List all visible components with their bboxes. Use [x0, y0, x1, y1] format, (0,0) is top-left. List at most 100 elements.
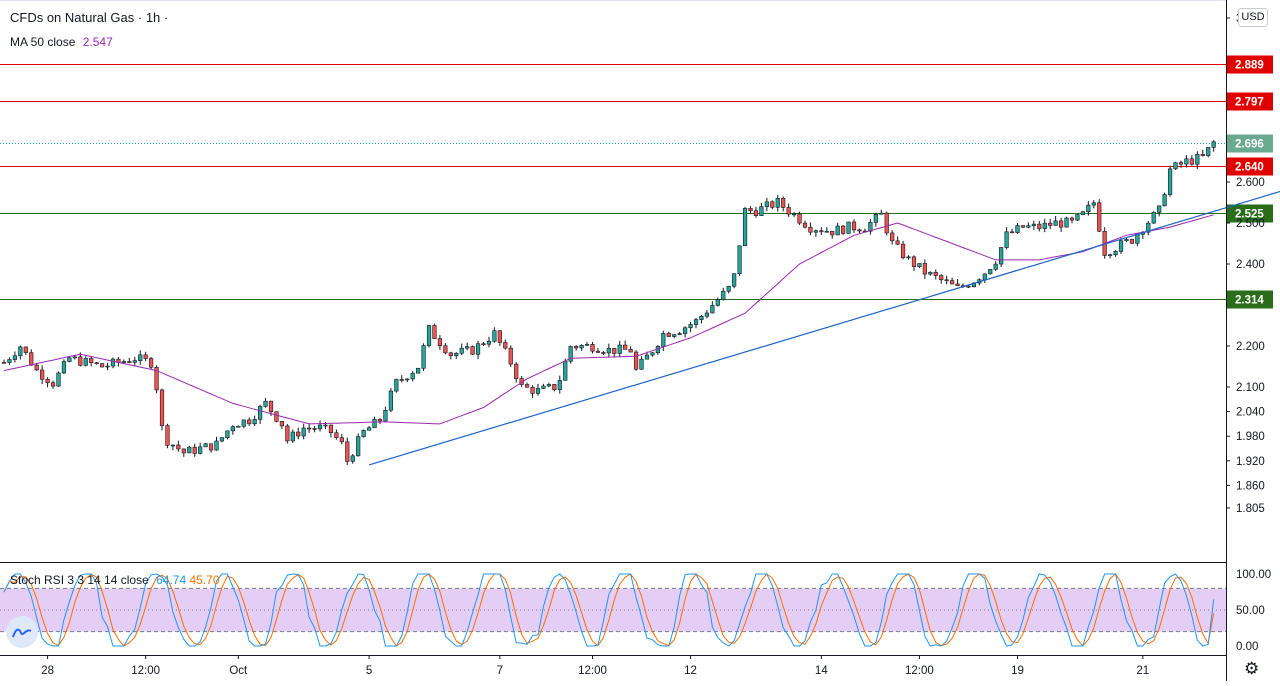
- candle-up: [1211, 141, 1216, 148]
- ma-legend: MA 50 close 2.547: [10, 35, 113, 49]
- candle-up: [454, 352, 459, 357]
- candle-up: [203, 443, 208, 448]
- stoch-tick-label: 50.00: [1236, 605, 1265, 617]
- gear-icon[interactable]: ⚙: [1244, 659, 1260, 678]
- candle-down: [808, 226, 813, 233]
- candle-up: [421, 345, 426, 369]
- candle-up: [105, 365, 110, 368]
- candle-down: [448, 352, 453, 357]
- candle-down: [900, 243, 906, 259]
- candle-up: [759, 206, 764, 216]
- candle-down: [1069, 217, 1075, 221]
- candle-down: [884, 212, 889, 234]
- candle-down: [574, 346, 579, 349]
- candle-down: [159, 389, 165, 426]
- candle-down: [819, 230, 824, 233]
- candle-up: [290, 431, 295, 442]
- candle-up: [764, 201, 769, 207]
- candle-up: [672, 334, 677, 337]
- candle-down: [939, 275, 944, 281]
- candle-up: [1157, 205, 1162, 213]
- candle-down: [524, 384, 530, 388]
- current-price-label: 2.696: [1235, 139, 1264, 151]
- candle-up: [617, 344, 622, 354]
- candle-up: [732, 273, 737, 287]
- stoch-k-value: 64.74: [156, 573, 187, 587]
- candle-up: [715, 299, 720, 306]
- candle-down: [437, 338, 443, 347]
- time-tick-label: 7: [497, 665, 503, 677]
- candle-up: [361, 429, 366, 437]
- candle-up: [198, 446, 203, 454]
- candle-up: [1206, 147, 1211, 156]
- stoch-d-value: 45.70: [189, 573, 220, 587]
- candle-up: [999, 247, 1004, 265]
- price-tick-label: 2.100: [1236, 382, 1265, 394]
- candle-up: [846, 221, 851, 234]
- candle-down: [1020, 225, 1026, 228]
- level-tag-2.640: [1227, 157, 1273, 176]
- candle-up: [535, 388, 541, 394]
- candle-up: [7, 359, 12, 363]
- candle-up: [257, 406, 263, 420]
- candle-up: [236, 425, 241, 428]
- candle-up: [644, 354, 650, 360]
- time-tick-label: 12:00: [131, 665, 160, 677]
- candle-down: [781, 198, 786, 208]
- candle-down: [922, 263, 927, 275]
- candle-up: [1091, 202, 1096, 206]
- candle-down: [40, 369, 45, 380]
- candle-up: [492, 330, 497, 342]
- candle-up: [383, 409, 388, 422]
- candle-down: [143, 354, 148, 359]
- currency-button[interactable]: USD: [1238, 8, 1268, 27]
- stoch-label: Stoch RSI 3 3 14 14 close: [10, 573, 149, 587]
- candle-down: [1178, 162, 1184, 165]
- candle-down: [955, 283, 960, 286]
- price-tick-label: 2.400: [1236, 259, 1265, 271]
- candle-up: [1075, 214, 1080, 221]
- stoch-tick-label: 100.00: [1236, 569, 1271, 581]
- level-tag-label: 2.314: [1235, 295, 1264, 307]
- candle-up: [230, 426, 235, 432]
- candle-up: [459, 347, 464, 354]
- candle-up: [710, 305, 715, 314]
- stoch-d-line: [3, 573, 1215, 647]
- candle-up: [372, 418, 377, 429]
- candle-down: [50, 382, 56, 387]
- candle-down: [208, 443, 214, 451]
- candle-up: [1195, 154, 1200, 165]
- candle-down: [29, 352, 34, 366]
- candle-down: [1048, 222, 1053, 226]
- price-tick-label: 1.860: [1236, 480, 1265, 492]
- candle-up: [426, 325, 432, 346]
- current-price-tag: [1227, 134, 1273, 153]
- price-tick-label: 2.600: [1236, 177, 1265, 189]
- candle-down: [514, 363, 519, 379]
- time-tick-label: Oct: [229, 665, 248, 677]
- tradingview-logo-icon[interactable]: [6, 616, 38, 648]
- candle-up: [1135, 233, 1140, 244]
- candle-up: [726, 285, 731, 292]
- level-tag-label: 2.640: [1235, 162, 1264, 174]
- time-tick-label: 19: [1011, 665, 1024, 677]
- candle-up: [132, 360, 137, 363]
- candle-up: [824, 230, 829, 233]
- candle-down: [268, 400, 274, 412]
- candle-down: [334, 432, 339, 438]
- candle-up: [1108, 254, 1113, 257]
- candle-up: [1167, 168, 1173, 195]
- candle-down: [345, 441, 350, 462]
- candle-up: [121, 361, 126, 363]
- candle-up: [917, 263, 922, 267]
- candle-down: [165, 425, 170, 446]
- candle-down: [1129, 239, 1135, 244]
- time-tick-label: 12:00: [905, 665, 934, 677]
- candle-down: [192, 446, 197, 454]
- candle-up: [1026, 225, 1031, 228]
- candle-down: [94, 362, 99, 365]
- candle-up: [1162, 194, 1167, 207]
- candle-up: [835, 225, 840, 236]
